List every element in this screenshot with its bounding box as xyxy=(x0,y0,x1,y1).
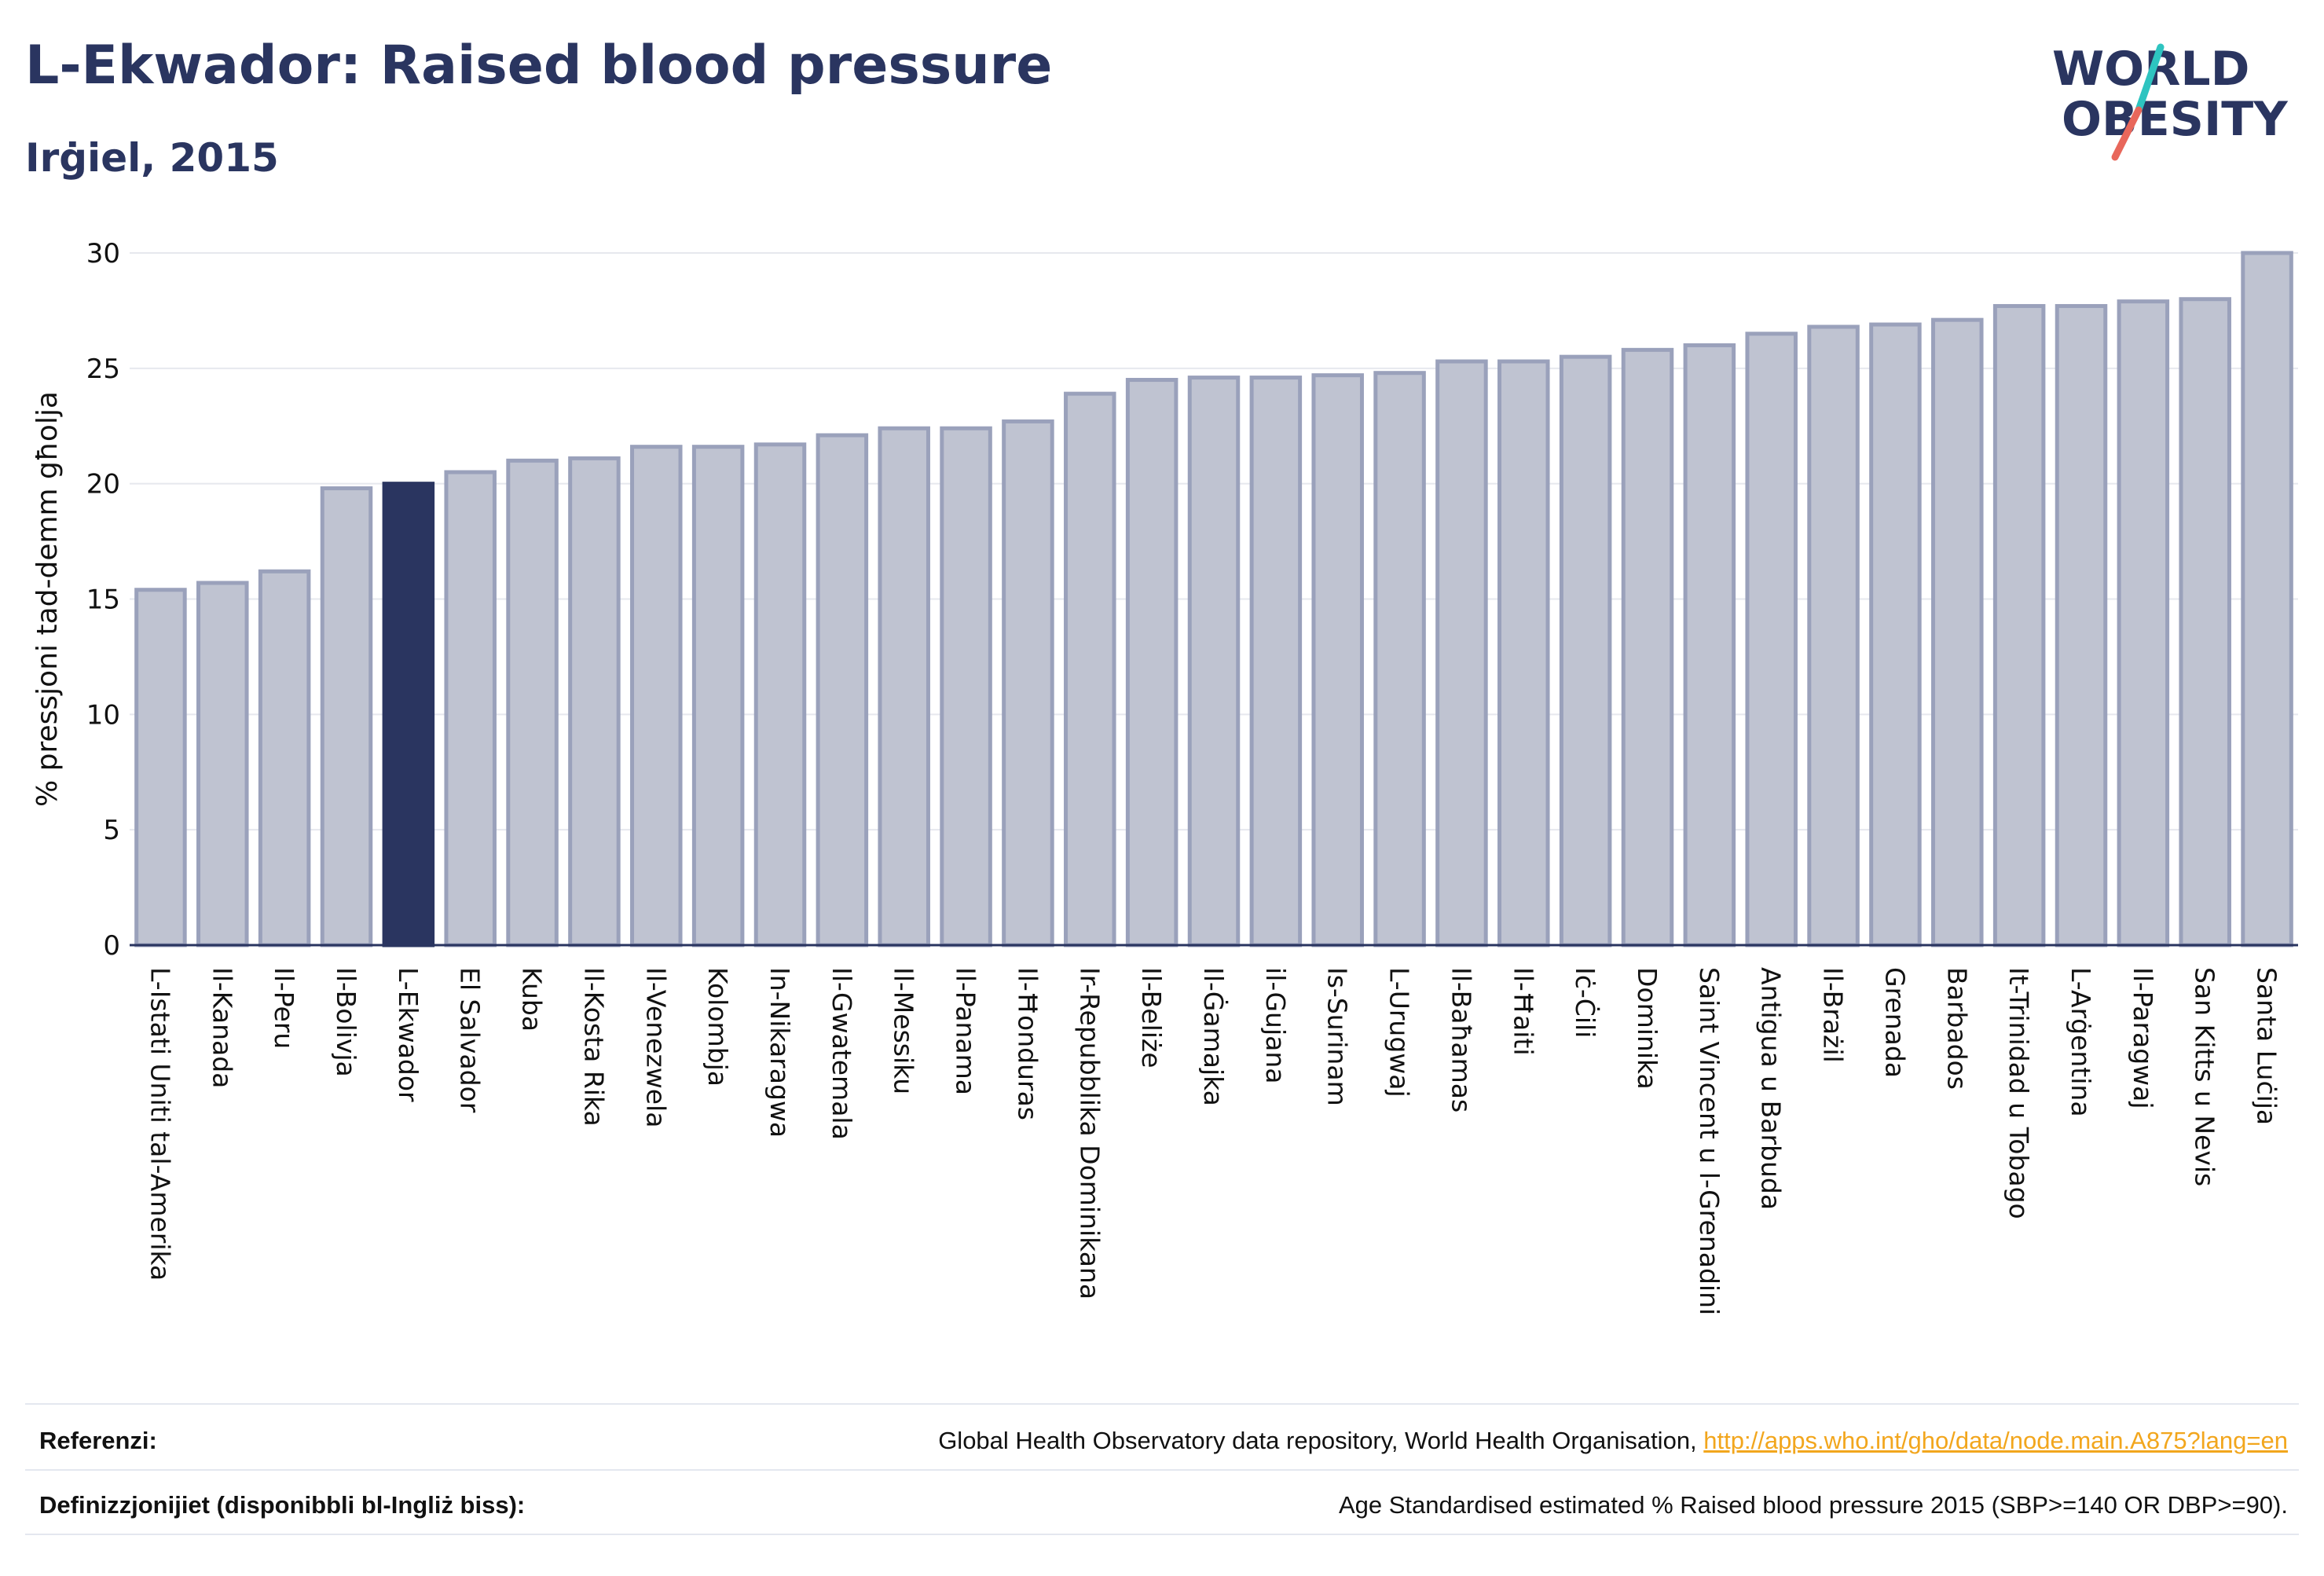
x-tick-label: Il-Venezwela xyxy=(640,967,671,1127)
logo-line2: OBESITY xyxy=(2062,92,2289,147)
bar xyxy=(1435,359,1488,947)
x-tick-label: Is-Surinam xyxy=(1322,967,1353,1106)
bar xyxy=(134,588,187,947)
bar xyxy=(878,426,930,947)
x-tick-label: Il-Ħonduras xyxy=(1012,967,1043,1120)
x-tick-label: L-Urugwaj xyxy=(1384,967,1415,1098)
bar xyxy=(1497,359,1550,947)
bar xyxy=(816,433,869,947)
y-tick-label: 25 xyxy=(86,354,120,385)
bar xyxy=(1002,419,1054,947)
y-tick-label: 0 xyxy=(103,930,120,962)
y-tick-label: 10 xyxy=(86,699,120,731)
x-tick-label: Il-Kanada xyxy=(207,967,237,1088)
y-tick-label: 20 xyxy=(86,469,120,500)
x-tick-label: Iċ-Ċili xyxy=(1570,967,1601,1038)
y-tick-label: 15 xyxy=(86,585,120,616)
bar xyxy=(258,569,311,947)
footer-divider-bottom xyxy=(25,1534,2299,1535)
y-axis-label: % pressjoni tad-demm għolja xyxy=(31,391,64,807)
bar xyxy=(1992,304,2046,947)
world-obesity-logo: WORLD OBESITY xyxy=(2052,42,2289,161)
x-tick-label: Il-Bolivja xyxy=(331,967,361,1077)
logo-slash-coral xyxy=(2111,106,2143,161)
x-tick-label: Il-Paragwaj xyxy=(2128,967,2158,1109)
x-tick-label: Kolombja xyxy=(702,967,733,1087)
bar xyxy=(1373,371,1426,947)
x-tick-label: In-Nikaragwa xyxy=(764,967,795,1138)
bar xyxy=(691,445,745,947)
x-tick-label: San Kitts u Nevis xyxy=(2190,967,2220,1186)
bar xyxy=(1683,343,1736,947)
chart-subtitle: Irġiel, 2015 xyxy=(25,135,279,181)
bar xyxy=(1125,378,1178,947)
x-tick-label: El Salvador xyxy=(455,967,486,1113)
x-tick-label: Grenada xyxy=(1879,967,1910,1078)
x-tick-label: Kuba xyxy=(517,967,548,1032)
bar xyxy=(444,470,497,947)
definitions-text: Age Standardised estimated % Raised bloo… xyxy=(1338,1491,2288,1519)
logo-slash-teal xyxy=(2135,43,2165,114)
bar xyxy=(630,445,683,947)
bar-chart: 0 5 10 15 20 25 30 L-Istati Uniti tal-Amerika I… xyxy=(31,238,2298,1315)
bar xyxy=(2117,299,2170,947)
bar xyxy=(2241,251,2293,947)
bar xyxy=(1869,322,1922,947)
references-text: Global Health Observatory data repositor… xyxy=(938,1427,1704,1454)
x-tick-label: Il-Panama xyxy=(951,967,981,1095)
bar xyxy=(1559,354,1612,947)
x-tick-label: Il-Baħamas xyxy=(1446,967,1476,1112)
x-tick-label: Saint Vincent u l-Grenadini xyxy=(1694,967,1725,1315)
x-tick-label: Il-Beliże xyxy=(1136,967,1167,1068)
x-tick-label: L-Arġentina xyxy=(2066,967,2096,1117)
x-tick-label: Il-Ħaiti xyxy=(1508,967,1538,1056)
references-label: Referenzi: xyxy=(39,1427,157,1454)
bar xyxy=(2179,297,2231,947)
bar xyxy=(1807,324,1860,947)
bar xyxy=(1311,373,1364,947)
x-tick-label: Santa Luċija xyxy=(2252,967,2282,1125)
y-tick-labels: 0 5 10 15 20 25 30 xyxy=(86,238,120,962)
x-tick-label: Il-Ġamajka xyxy=(1198,967,1230,1106)
bar-highlight xyxy=(382,482,435,947)
x-tick-label: Dominika xyxy=(1632,967,1662,1090)
x-tick-labels: L-Istati Uniti tal-Amerika Il-Kanada Il-Pe… xyxy=(145,967,2282,1315)
x-tick-label: Il-Kosta Rika xyxy=(578,967,609,1127)
x-tick-label: Ir-Repubblika Dominikana xyxy=(1074,967,1105,1299)
bar xyxy=(506,458,559,947)
bar xyxy=(1931,317,1984,947)
bars xyxy=(134,251,2293,947)
bar xyxy=(753,442,807,947)
x-tick-label: Il-Peru xyxy=(269,967,299,1049)
x-tick-label: Il-Gwatemala xyxy=(827,967,857,1140)
x-tick-label: Il-Messiku xyxy=(889,967,919,1094)
x-tick-label: il-Gujana xyxy=(1260,967,1291,1083)
y-tick-label: 30 xyxy=(86,238,120,269)
y-tick-label: 5 xyxy=(103,815,120,846)
references-value: Global Health Observatory data repositor… xyxy=(938,1427,2288,1455)
bar xyxy=(1064,391,1116,947)
x-tick-label: Barbados xyxy=(1941,967,1972,1090)
footer-divider-middle xyxy=(25,1469,2299,1471)
bar xyxy=(2055,304,2108,947)
x-tick-label: It-Trinidad u Tobago xyxy=(2003,967,2034,1219)
bar xyxy=(1249,376,1303,947)
x-tick-label: Antigua u Barbuda xyxy=(1756,967,1787,1210)
x-tick-label: L-Istati Uniti tal-Amerika xyxy=(145,967,175,1281)
bar xyxy=(196,581,249,947)
definitions-label: Definizzjonijiet (disponibbli bl-Ingliż … xyxy=(39,1491,526,1519)
x-tick-label: L-Ekwador xyxy=(393,967,423,1102)
references-link[interactable]: http://apps.who.int/gho/data/node.main.A… xyxy=(1703,1427,2288,1454)
bar xyxy=(940,426,992,947)
x-tick-label: Il-Brażil xyxy=(1818,967,1849,1063)
footer-divider-top xyxy=(25,1403,2299,1405)
bar xyxy=(568,456,621,947)
bar xyxy=(320,486,373,947)
bar xyxy=(1187,376,1241,947)
chart-title: L-Ekwador: Raised blood pressure xyxy=(25,35,1053,97)
bar xyxy=(1745,332,1798,947)
bar xyxy=(1621,347,1674,947)
